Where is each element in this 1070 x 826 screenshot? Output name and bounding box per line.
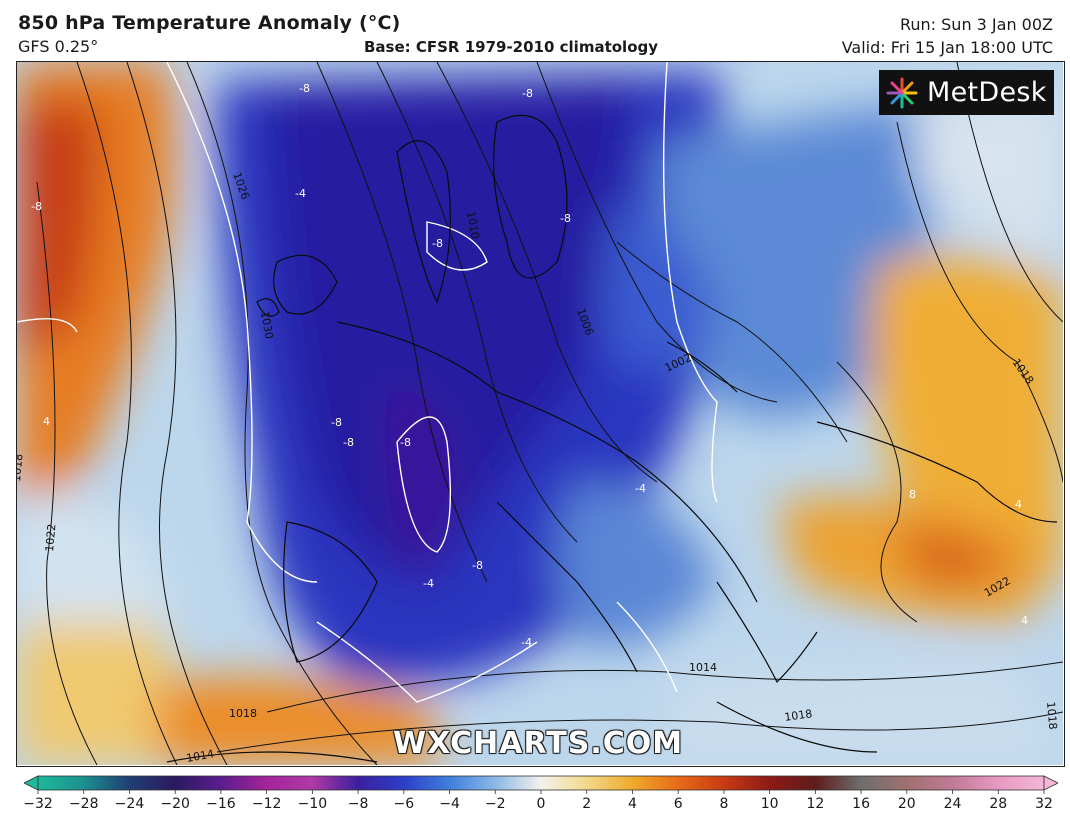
isobar-label: 1014 [185,747,215,765]
logo-text: MetDesk [927,77,1047,108]
anomaly-label: 4 [1015,498,1022,511]
isobar-label: 1014 [689,661,717,674]
colorbar-tick-label: −4 [439,796,460,812]
isobar-label: 1018 [1044,701,1059,730]
colorbar-tick-label: 4 [627,796,637,812]
colorbar-tick-label: −20 [160,796,190,812]
anomaly-label: -8 [432,237,443,250]
anomaly-labels: -8 -8 -8 -8 -8 -8 -8 -8 -8 -4 -4 -4 -4 4… [31,82,1028,649]
colorbar-tick-label: 10 [760,796,779,812]
colorbar-tick-label: 12 [806,796,825,812]
anomaly-label: -8 [331,416,342,429]
anomaly-label: -8 [299,82,310,95]
isobar-label: 1018 [229,707,257,720]
anomaly-map: -8 -8 -8 -8 -8 -8 -8 -8 -8 -4 -4 -4 -4 4… [16,61,1065,767]
colorbar-tick-label: −28 [68,796,99,812]
anomaly-label: 8 [909,488,916,501]
colorbar-tick-label: 20 [897,796,916,812]
valid-time: Valid: Fri 15 Jan 18:00 UTC [841,38,1053,57]
anomaly-label: -8 [472,559,483,572]
anomaly-label: 4 [43,415,50,428]
colorbar-tick-label: 28 [989,796,1008,812]
colorbar-tick-label: 0 [536,796,546,812]
colorbar-tick-label: −12 [251,796,282,812]
starburst-logo-icon [886,77,918,108]
colorbar-tick-label: −24 [114,796,145,812]
anomaly-label: -8 [31,200,42,213]
watermark: WXCHARTS.COM [393,726,684,761]
anomaly-label: -8 [522,87,533,100]
colorbar-body [37,775,1045,791]
anomaly-label: -4 [635,482,646,495]
metdesk-logo: MetDesk [879,70,1054,115]
anomaly-label: -4 [521,636,532,649]
isobar-labels: 1026 1010 1006 1002 1018 1022 1018 1014 … [17,171,1059,765]
isobar-lines [36,62,1063,765]
anomaly-label: -8 [400,436,411,449]
colorbar-tick-label: −10 [297,796,328,812]
climatology-base: Base: CFSR 1979-2010 climatology [364,38,659,56]
colorbar-tick-label: −2 [484,796,506,812]
colorbar-tick-label: 8 [719,796,729,812]
colorbar-tick-label: −32 [23,796,53,812]
isobar-label: 1018 [17,453,25,482]
colorbar-tick-label: 2 [582,796,592,812]
colorbar-tick-label: −6 [393,796,415,812]
colorbar-right-arrow [1043,775,1058,791]
colorbar-tick-label: −16 [206,796,236,812]
colorbar-tick-label: 24 [943,796,962,812]
anomaly-label: -4 [423,577,434,590]
anomaly-label: -4 [295,187,306,200]
coastlines [166,114,1058,763]
anomaly-label: -8 [560,212,571,225]
colorbar-left-arrow [24,775,39,791]
isobar-label: 1030 [258,310,276,340]
model-name: GFS 0.25° [18,37,99,56]
colorbar-tick-label: 32 [1035,796,1053,812]
colorbar-tick-label: 16 [852,796,870,812]
map-canvas: -8 -8 -8 -8 -8 -8 -8 -8 -8 -4 -4 -4 -4 4… [17,62,1063,765]
colorbar-tick-label: 6 [673,796,683,812]
map-title: 850 hPa Temperature Anomaly (°C) [18,12,401,34]
colorbar [24,775,1058,794]
isobar-label: 1018 [784,707,814,724]
anomaly-label: 4 [1021,614,1028,627]
anomaly-label: -8 [343,436,354,449]
colorbar-tick-label: −8 [347,796,369,812]
isobar-label: 1022 [43,523,58,552]
anomaly-contours [17,62,718,703]
run-time: Run: Sun 3 Jan 00Z [899,15,1053,34]
isobar-label: 1010 [464,210,482,240]
anomaly-field [17,62,1063,765]
